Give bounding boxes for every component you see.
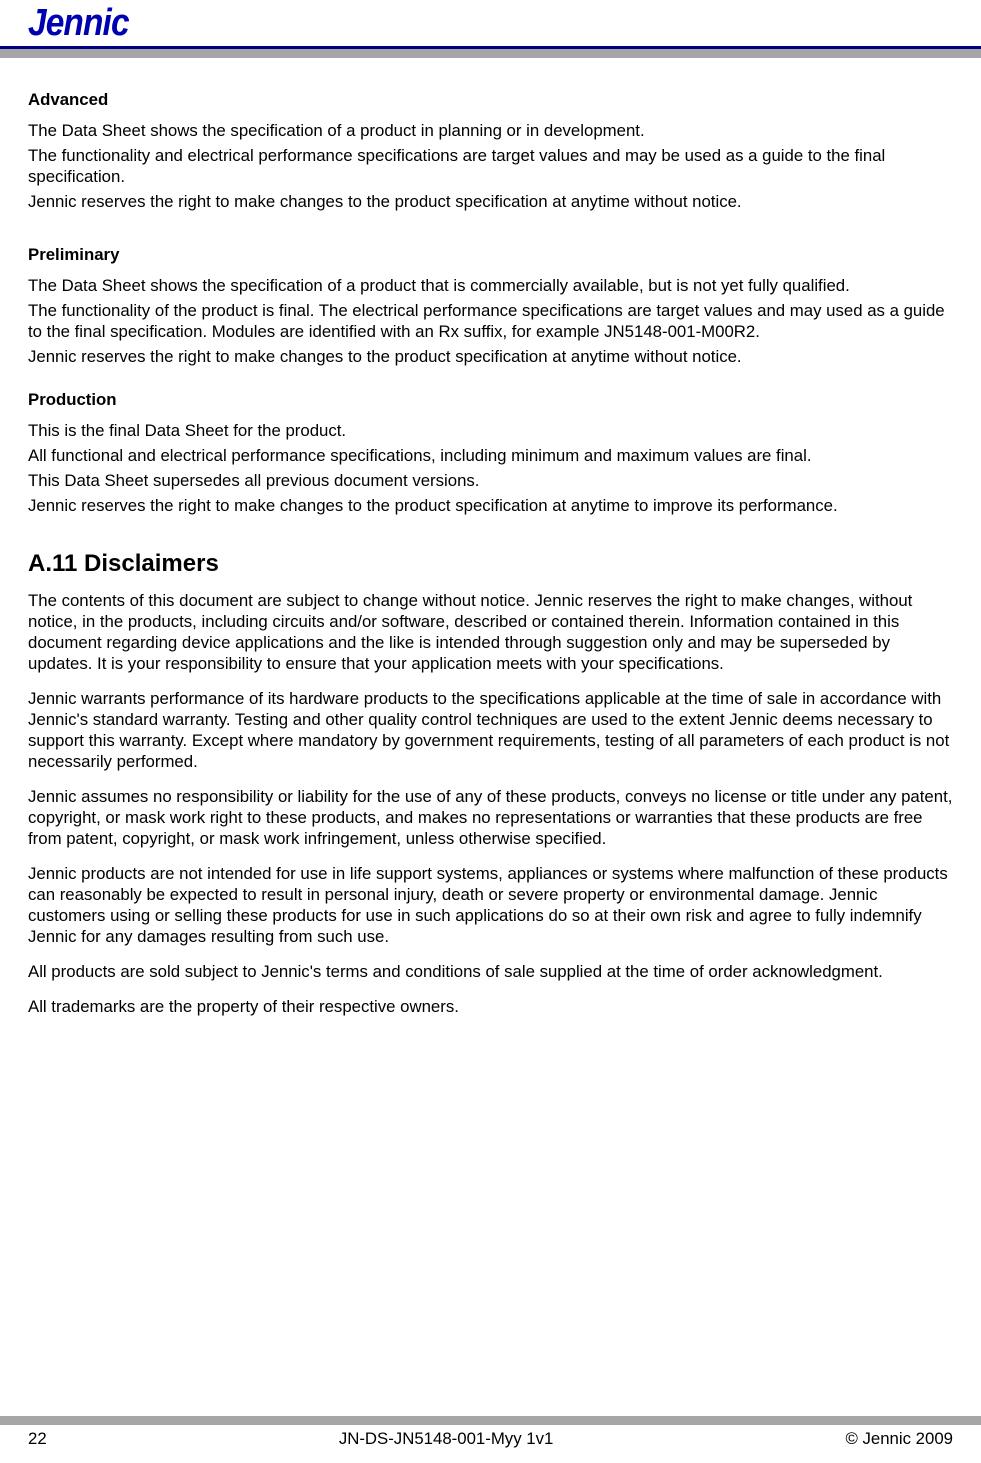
doc-id: JN-DS-JN5148-001-Myy 1v1 <box>339 1429 554 1449</box>
section-preliminary: Preliminary The Data Sheet shows the spe… <box>28 245 953 368</box>
header: Jennic <box>0 0 981 42</box>
para: This is the final Data Sheet for the pro… <box>28 421 953 442</box>
heading-disclaimers: A.11 Disclaimers <box>28 549 953 579</box>
para: Jennic warrants performance of its hardw… <box>28 689 953 773</box>
section-title-production: Production <box>28 390 953 411</box>
section-title-preliminary: Preliminary <box>28 245 953 266</box>
para: The functionality of the product is fina… <box>28 301 953 343</box>
para: The Data Sheet shows the specification o… <box>28 121 953 142</box>
para: Jennic products are not intended for use… <box>28 864 953 948</box>
para: All functional and electrical performanc… <box>28 446 953 467</box>
para: All trademarks are the property of their… <box>28 997 953 1018</box>
section-title-advanced: Advanced <box>28 90 953 111</box>
page: Jennic Advanced The Data Sheet shows the… <box>0 0 981 1463</box>
para: Jennic assumes no responsibility or liab… <box>28 787 953 850</box>
para: The functionality and electrical perform… <box>28 146 953 188</box>
para: Jennic reserves the right to make change… <box>28 496 953 517</box>
copyright: © Jennic 2009 <box>845 1429 953 1449</box>
para: Jennic reserves the right to make change… <box>28 192 953 213</box>
footer: 22 JN-DS-JN5148-001-Myy 1v1 © Jennic 200… <box>0 1416 981 1463</box>
content: Advanced The Data Sheet shows the specif… <box>0 58 981 1018</box>
para: Jennic reserves the right to make change… <box>28 347 953 368</box>
footer-rule-light <box>0 1416 981 1425</box>
footer-row: 22 JN-DS-JN5148-001-Myy 1v1 © Jennic 200… <box>0 1425 981 1463</box>
section-production: Production This is the final Data Sheet … <box>28 390 953 517</box>
para: The Data Sheet shows the specification o… <box>28 276 953 297</box>
para: This Data Sheet supersedes all previous … <box>28 471 953 492</box>
page-number: 22 <box>28 1429 47 1449</box>
para: The contents of this document are subjec… <box>28 591 953 675</box>
logo: Jennic <box>28 4 842 42</box>
para: All products are sold subject to Jennic'… <box>28 962 953 983</box>
section-advanced: Advanced The Data Sheet shows the specif… <box>28 90 953 213</box>
header-rule-light <box>0 49 981 58</box>
